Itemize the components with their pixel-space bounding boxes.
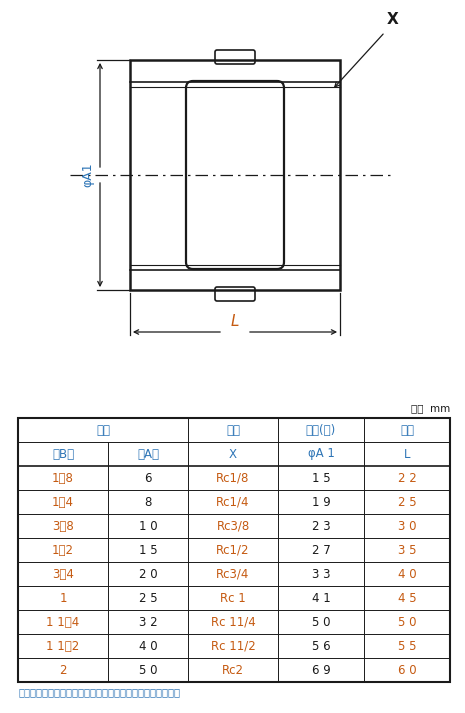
Text: Rc2: Rc2 [222, 664, 244, 677]
Text: Rc1/8: Rc1/8 [216, 471, 250, 485]
Text: 2 5: 2 5 [398, 496, 416, 508]
Text: Rc 11/4: Rc 11/4 [211, 615, 255, 628]
Bar [130, 60, 340, 290]
Text: 3／8: 3／8 [52, 520, 74, 533]
Text: 5 5: 5 5 [398, 640, 416, 652]
Text: 3 0: 3 0 [398, 520, 416, 533]
Text: ねじ: ねじ [226, 424, 240, 436]
Text: X: X [387, 13, 399, 28]
Text: 3／4: 3／4 [52, 568, 74, 580]
Text: 2 0: 2 0 [139, 568, 157, 580]
Text: 1／2: 1／2 [52, 543, 74, 557]
Text: X: X [229, 448, 237, 461]
Text: 2 5: 2 5 [139, 592, 157, 605]
Text: 呼び: 呼び [96, 424, 110, 436]
Text: φA 1: φA 1 [307, 448, 334, 461]
Text: L: L [404, 448, 410, 461]
Text: 3 2: 3 2 [139, 615, 157, 628]
Text: 4 0: 4 0 [398, 568, 416, 580]
Text: （B）: （B） [52, 448, 74, 461]
Text: 5 0: 5 0 [139, 664, 157, 677]
Text: 2 7: 2 7 [312, 543, 330, 557]
Text: 3 5: 3 5 [398, 543, 416, 557]
Text: 全長: 全長 [400, 424, 414, 436]
Text: Rc1/2: Rc1/2 [216, 543, 250, 557]
Text: Rc3/8: Rc3/8 [216, 520, 250, 533]
Text: 1／4: 1／4 [52, 496, 74, 508]
Text: 外径(約): 外径(約) [306, 424, 336, 436]
Text: φA1: φA1 [81, 163, 94, 188]
Text: 1 9: 1 9 [312, 496, 330, 508]
Text: 2 2: 2 2 [398, 471, 416, 485]
Text: 6: 6 [144, 471, 152, 485]
Text: 6 0: 6 0 [398, 664, 416, 677]
Text: 4 0: 4 0 [139, 640, 157, 652]
Text: 5 6: 5 6 [312, 640, 330, 652]
Text: Rc 11/2: Rc 11/2 [211, 640, 255, 652]
Text: 4 5: 4 5 [398, 592, 416, 605]
Text: 1 5: 1 5 [312, 471, 330, 485]
Text: 1 1／2: 1 1／2 [46, 640, 80, 652]
Text: 2: 2 [59, 664, 67, 677]
Text: 1 1／4: 1 1／4 [46, 615, 80, 628]
Text: Rc3/4: Rc3/4 [216, 568, 250, 580]
Text: 5 0: 5 0 [398, 615, 416, 628]
Bar [18, 418, 450, 682]
Text: 2 3: 2 3 [312, 520, 330, 533]
Text: （A）: （A） [137, 448, 159, 461]
Text: 6 9: 6 9 [312, 664, 330, 677]
Text: 単位  mm: 単位 mm [411, 403, 450, 413]
Text: 3 3: 3 3 [312, 568, 330, 580]
Text: 注）記載内容については予告なく変更することがあります。: 注）記載内容については予告なく変更することがあります。 [18, 687, 180, 697]
Text: Rc 1: Rc 1 [220, 592, 246, 605]
Text: 1: 1 [59, 592, 67, 605]
Text: 1／8: 1／8 [52, 471, 74, 485]
Text: 1 5: 1 5 [139, 543, 157, 557]
Text: Rc1/4: Rc1/4 [216, 496, 250, 508]
Text: 1 0: 1 0 [139, 520, 157, 533]
Text: L: L [231, 314, 239, 329]
Text: 4 1: 4 1 [312, 592, 330, 605]
Text: 8: 8 [144, 496, 152, 508]
Text: 5 0: 5 0 [312, 615, 330, 628]
